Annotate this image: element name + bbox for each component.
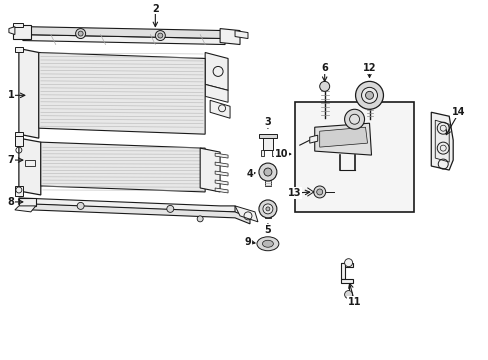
- Polygon shape: [259, 134, 276, 138]
- Polygon shape: [210, 100, 229, 118]
- Polygon shape: [41, 142, 205, 192]
- Polygon shape: [215, 171, 227, 176]
- Circle shape: [361, 87, 377, 103]
- Polygon shape: [314, 123, 371, 155]
- Polygon shape: [15, 46, 23, 53]
- Polygon shape: [215, 153, 227, 158]
- Circle shape: [344, 291, 352, 298]
- Circle shape: [197, 216, 203, 222]
- Circle shape: [265, 207, 269, 211]
- Polygon shape: [205, 84, 227, 102]
- Ellipse shape: [262, 240, 273, 247]
- Polygon shape: [434, 120, 448, 162]
- Polygon shape: [23, 27, 224, 39]
- Polygon shape: [19, 198, 36, 206]
- Circle shape: [319, 81, 329, 91]
- Circle shape: [344, 259, 352, 267]
- Circle shape: [313, 186, 325, 198]
- Polygon shape: [264, 176, 270, 186]
- Polygon shape: [15, 132, 23, 138]
- Circle shape: [263, 204, 272, 214]
- Polygon shape: [430, 112, 452, 170]
- Circle shape: [259, 200, 276, 218]
- Circle shape: [259, 163, 276, 181]
- Polygon shape: [15, 206, 36, 212]
- Ellipse shape: [256, 237, 278, 251]
- Polygon shape: [200, 148, 220, 192]
- Circle shape: [158, 33, 163, 38]
- Polygon shape: [19, 49, 39, 138]
- Text: 9: 9: [244, 237, 251, 247]
- Text: 14: 14: [451, 107, 465, 117]
- Circle shape: [349, 114, 359, 124]
- Circle shape: [78, 31, 83, 36]
- Circle shape: [344, 109, 364, 129]
- Text: 5: 5: [264, 225, 271, 235]
- Circle shape: [355, 81, 383, 109]
- Polygon shape: [235, 206, 258, 222]
- Text: 6: 6: [321, 63, 327, 73]
- Text: 7: 7: [7, 155, 14, 165]
- Polygon shape: [23, 35, 224, 45]
- Bar: [294, 102, 413, 212]
- Polygon shape: [205, 53, 227, 90]
- Polygon shape: [309, 135, 317, 143]
- Text: 1: 1: [7, 90, 14, 100]
- Circle shape: [316, 189, 322, 195]
- Polygon shape: [13, 23, 23, 27]
- Polygon shape: [340, 263, 344, 279]
- Circle shape: [76, 28, 85, 39]
- Text: 13: 13: [287, 188, 301, 198]
- Polygon shape: [340, 279, 352, 283]
- Circle shape: [155, 31, 165, 41]
- Polygon shape: [15, 136, 23, 146]
- Text: 2: 2: [152, 4, 159, 14]
- Polygon shape: [271, 150, 274, 156]
- Polygon shape: [25, 160, 35, 166]
- Polygon shape: [235, 31, 247, 39]
- Polygon shape: [264, 214, 270, 218]
- Polygon shape: [261, 150, 264, 156]
- Polygon shape: [215, 180, 227, 185]
- Polygon shape: [340, 263, 352, 267]
- Text: 10: 10: [275, 149, 288, 159]
- Polygon shape: [19, 138, 41, 195]
- Polygon shape: [31, 204, 249, 224]
- Polygon shape: [19, 198, 235, 212]
- Polygon shape: [13, 24, 31, 39]
- Polygon shape: [215, 188, 227, 193]
- Polygon shape: [319, 127, 367, 147]
- Circle shape: [264, 168, 271, 176]
- Text: 8: 8: [7, 197, 14, 207]
- Text: 4: 4: [246, 169, 253, 179]
- Circle shape: [77, 202, 84, 210]
- Polygon shape: [15, 186, 23, 196]
- Text: 12: 12: [362, 63, 375, 73]
- Polygon shape: [263, 138, 272, 150]
- Circle shape: [365, 91, 373, 99]
- Text: 3: 3: [264, 117, 271, 127]
- Text: 11: 11: [347, 297, 361, 306]
- Polygon shape: [9, 27, 15, 35]
- Circle shape: [166, 206, 173, 212]
- Polygon shape: [220, 28, 240, 45]
- Polygon shape: [39, 53, 205, 134]
- Polygon shape: [215, 162, 227, 167]
